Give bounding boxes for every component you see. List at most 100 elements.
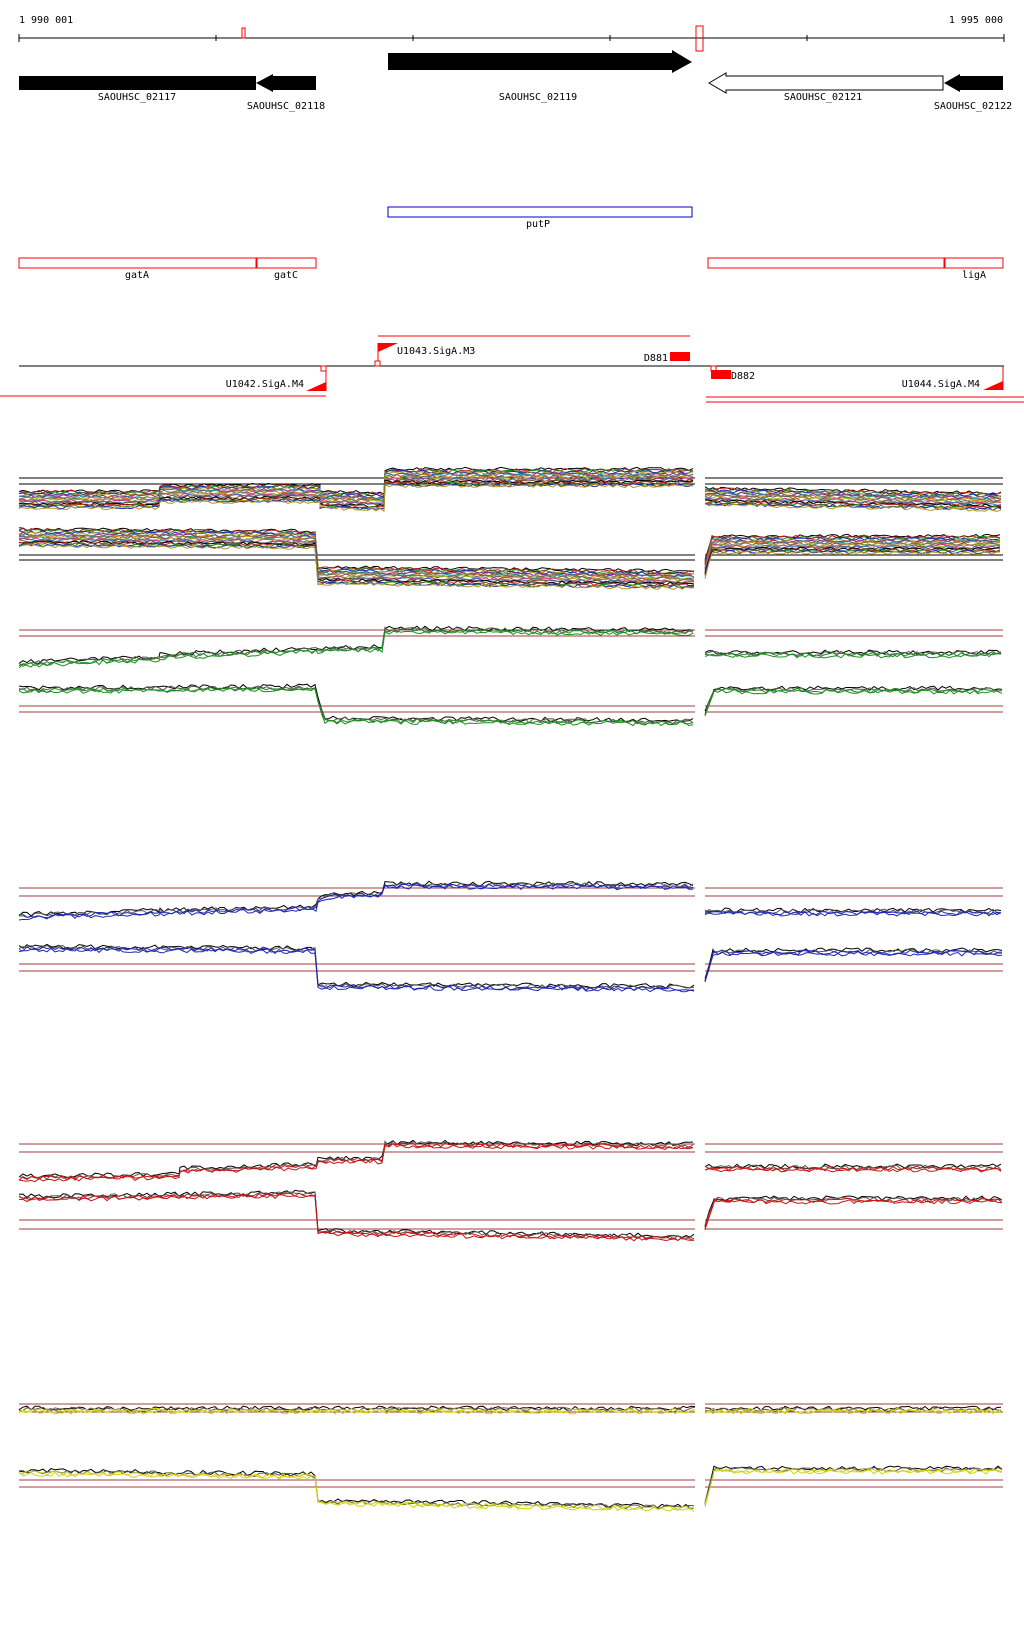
expression-line xyxy=(704,689,1003,715)
expression-panel xyxy=(18,1139,1003,1242)
gene-label: SAOUHSC_02121 xyxy=(784,92,862,103)
expression-panel xyxy=(18,466,1003,590)
gene-box-gata[interactable] xyxy=(18,257,257,269)
expression-line xyxy=(704,503,1002,512)
expression-line xyxy=(704,548,1001,575)
expression-line xyxy=(18,683,694,723)
gene-arrow-saouhsc-02119[interactable] xyxy=(388,50,692,73)
gene-label: SAOUHSC_02122 xyxy=(934,101,1012,112)
expression-line xyxy=(18,881,694,918)
expression-line xyxy=(704,500,1002,510)
gene-label: SAOUHSC_02119 xyxy=(499,92,577,103)
gene-box-label: gatC xyxy=(274,270,298,281)
gene-box-gatc[interactable] xyxy=(256,257,317,269)
expression-line xyxy=(704,1197,1003,1229)
expression-line xyxy=(18,1405,696,1411)
gene-name-track-blue: putP xyxy=(387,206,693,230)
expression-line xyxy=(704,1408,1002,1415)
expression-line xyxy=(18,529,695,575)
expression-line xyxy=(704,495,1002,504)
gene-arrow-saouhsc-02118[interactable] xyxy=(256,74,316,92)
expression-line xyxy=(18,541,694,587)
feature-label: D881 xyxy=(644,353,668,364)
expression-line xyxy=(18,530,695,576)
ruler-marker xyxy=(241,27,246,39)
expression-line xyxy=(704,1163,1002,1169)
expression-line xyxy=(18,480,694,508)
expression-line xyxy=(18,1193,695,1242)
expression-line xyxy=(18,475,694,504)
expression-line xyxy=(18,1407,696,1414)
expression-line xyxy=(18,468,694,497)
expression-line xyxy=(704,907,1002,913)
expression-line xyxy=(704,1467,1003,1505)
expression-line xyxy=(18,483,694,513)
expression-line xyxy=(704,546,1001,573)
expression-line xyxy=(18,531,695,577)
gene-box-putp[interactable] xyxy=(387,206,693,218)
gene-box-unnamed[interactable] xyxy=(707,257,945,269)
expression-line xyxy=(18,883,693,921)
expression-line xyxy=(18,527,695,573)
expression-line xyxy=(18,474,694,503)
expression-line xyxy=(704,911,1002,917)
expression-line xyxy=(704,686,1003,714)
gene-box-liga[interactable] xyxy=(944,257,1004,269)
expression-line xyxy=(704,950,1003,983)
feature-label: D882 xyxy=(731,371,755,382)
promoter-flag-u1042[interactable] xyxy=(306,382,326,391)
expression-line xyxy=(18,479,694,508)
expression-line xyxy=(704,949,1003,982)
expression-line xyxy=(704,651,1002,658)
expression-panel xyxy=(18,625,1003,727)
gene-arrow-saouhsc-02117[interactable] xyxy=(19,76,256,90)
coordinate-ruler: 1 990 001 1 995 000 xyxy=(18,15,1005,52)
expression-line xyxy=(704,550,1000,579)
expression-line xyxy=(704,650,1002,657)
ruler-viewport-marker[interactable] xyxy=(695,25,704,52)
expression-line xyxy=(704,534,1001,562)
expression-line xyxy=(18,470,694,499)
gene-box-label: putP xyxy=(526,219,550,230)
expression-line xyxy=(18,626,694,666)
expression-line xyxy=(704,1469,1003,1508)
expression-line xyxy=(704,1466,1003,1503)
expression-line xyxy=(704,1167,1002,1173)
expression-line xyxy=(704,653,1002,659)
expression-line xyxy=(18,947,695,993)
expression-panel xyxy=(18,1403,1003,1513)
expression-line xyxy=(704,542,1001,570)
terminator-d881[interactable] xyxy=(670,352,690,361)
gene-track: SAOUHSC_02117 SAOUHSC_02118 SAOUHSC_0211… xyxy=(19,50,1012,112)
gene-arrow-saouhsc-02122[interactable] xyxy=(944,74,1003,92)
expression-panel xyxy=(18,880,1003,993)
expression-line xyxy=(18,471,694,500)
expression-line xyxy=(18,1142,694,1181)
promoter-flag-u1043[interactable] xyxy=(378,343,398,352)
expression-tracks xyxy=(18,466,1003,1513)
expression-line xyxy=(18,945,695,992)
expression-line xyxy=(18,687,694,727)
expression-line xyxy=(18,544,694,590)
expression-line xyxy=(704,908,1001,915)
expression-line xyxy=(18,1409,696,1415)
feature-label: U1042.SigA.M4 xyxy=(226,379,304,390)
expression-line xyxy=(704,685,1003,712)
gene-arrow-saouhsc-02121[interactable] xyxy=(708,72,944,94)
terminator-d882[interactable] xyxy=(711,370,731,379)
expression-line xyxy=(18,466,694,495)
expression-line xyxy=(704,486,1002,495)
expression-line xyxy=(18,943,695,989)
gene-name-track-red: gatA gatC ligA xyxy=(18,257,1004,281)
ruler-end-label: 1 995 000 xyxy=(949,15,1003,26)
expression-line xyxy=(18,1139,694,1179)
expression-line xyxy=(704,493,1002,502)
expression-line xyxy=(18,944,695,990)
promoter-flag-u1044[interactable] xyxy=(983,381,1003,390)
expression-line xyxy=(18,1470,695,1511)
expression-line xyxy=(18,472,694,502)
expression-line xyxy=(18,1143,694,1183)
gene-label: SAOUHSC_02117 xyxy=(98,92,176,103)
expression-line xyxy=(704,549,1001,576)
